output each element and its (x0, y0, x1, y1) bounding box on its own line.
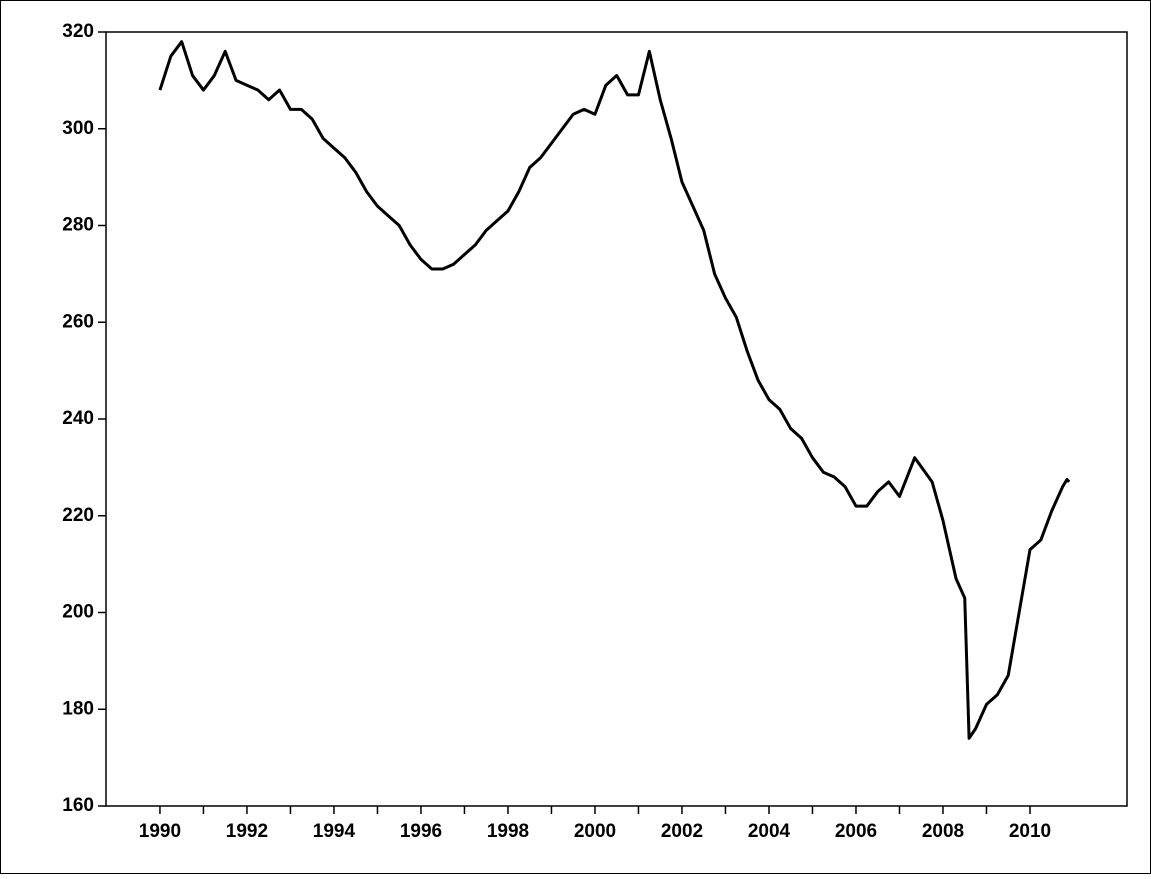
x-tick-label: 1994 (313, 821, 356, 842)
y-tick-label: 200 (62, 602, 94, 623)
x-tick-label: 1992 (226, 821, 268, 842)
y-tick-label: 240 (62, 408, 94, 429)
y-tick-label: 280 (62, 215, 94, 236)
x-tick-label: 1990 (139, 821, 181, 842)
x-tick-label: 2008 (922, 821, 964, 842)
x-tick-label: 2004 (748, 821, 791, 842)
y-tick-label: 220 (62, 505, 94, 526)
x-tick-label: 2010 (1009, 821, 1051, 842)
line-series (158, 40, 1071, 740)
plot-area (105, 31, 1128, 807)
y-tick-label: 180 (62, 698, 94, 719)
x-tick-label: 2000 (574, 821, 616, 842)
x-tick-label: 2002 (661, 821, 703, 842)
x-tick-label: 1996 (400, 821, 442, 842)
y-tick-label: 300 (62, 118, 94, 139)
y-tick-label: 160 (62, 795, 94, 816)
x-tick-label: 1998 (487, 821, 529, 842)
x-tick-label: 2006 (835, 821, 877, 842)
y-tick-label: 260 (62, 311, 94, 332)
y-tick-label: 320 (62, 21, 94, 42)
